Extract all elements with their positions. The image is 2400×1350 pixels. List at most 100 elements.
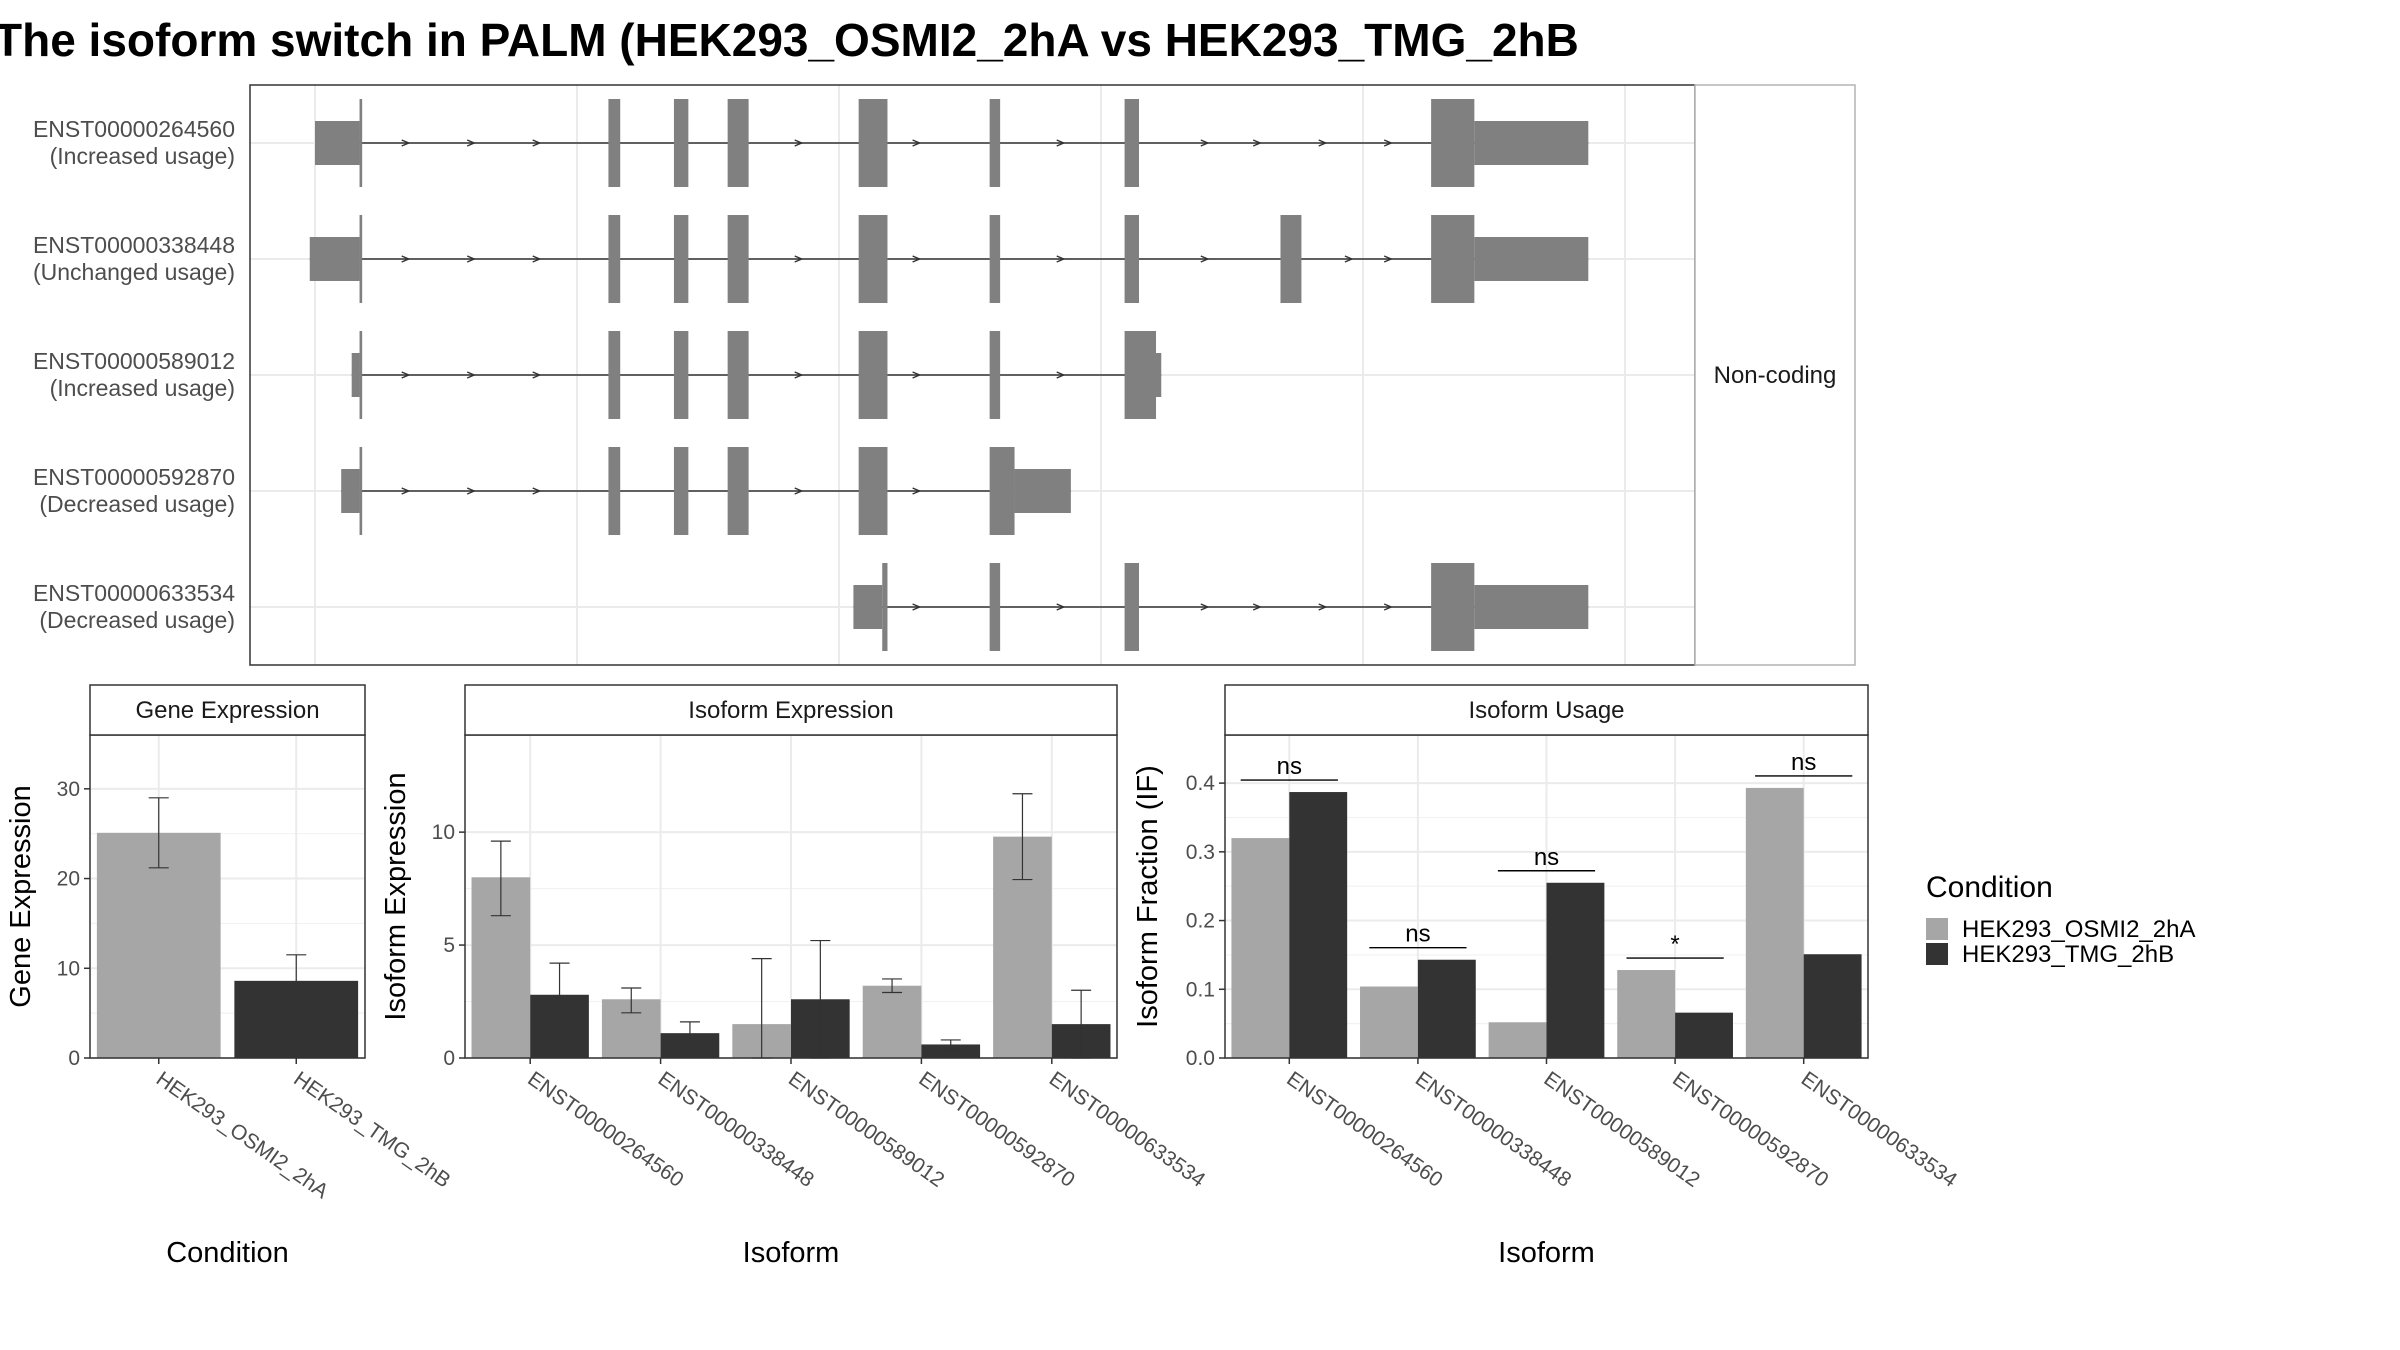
exon-coding [673,447,689,535]
legend-label-condition-a: HEK293_OSMI2_2hA [1962,916,2195,943]
exon-coding [608,447,621,535]
exon-utr [1474,585,1589,629]
exon-coding [608,331,621,419]
intron-arrow [912,603,922,611]
y-tick-label: 5 [443,934,455,957]
intron-arrow [794,255,804,263]
isoform-usage-chart: nsENST00000264560nsENST00000338448nsENST… [1132,684,1961,1269]
isoform-expression-chart: ENST00000264560ENST00000338448ENST000005… [380,684,1210,1269]
exon-coding [989,447,1015,535]
exon-coding [727,331,749,419]
significance-label: * [1670,931,1679,958]
intron-arrow [466,487,476,495]
exon-coding [608,215,621,303]
intron-arrow [1318,139,1328,147]
exon-coding [673,215,689,303]
y-tick-label: 10 [432,821,455,844]
intron-arrow [1252,139,1262,147]
exon-coding [608,99,621,187]
legend-key-condition-b [1926,943,1948,965]
exon-coding [1124,99,1139,187]
exon-coding [1431,563,1475,651]
exon-coding [989,331,1001,419]
y-tick-label: 0.3 [1186,841,1215,864]
figure-title: The isoform switch in PALM (HEK293_OSMI2… [0,14,1579,66]
transcript-id-label: ENST00000633534 [33,580,235,606]
gene-expression-chart: HEK293_OSMI2_2hAHEK293_TMG_2hB0102030Gen… [5,684,455,1269]
transcript-rows: ENST00000264560(Increased usage)ENST0000… [33,99,1589,651]
y-axis-title: Gene Expression [5,785,37,1007]
intron-arrow [794,487,804,495]
exon-utr [853,585,883,629]
intron-arrow [912,371,922,379]
legend-title: Condition [1926,871,2053,904]
y-tick-label: 0.0 [1186,1047,1215,1070]
significance-label: ns [1534,844,1559,871]
exon-coding [858,99,888,187]
exon-coding [989,563,1001,651]
transcript-id-label: ENST00000338448 [33,232,235,258]
bar [862,985,922,1058]
exon-coding [1124,215,1139,303]
exon-utr [341,469,360,513]
bar [1803,954,1862,1058]
intron-arrow [794,139,804,147]
exon-coding [673,99,689,187]
legend-key-condition-a [1926,918,1948,940]
intron-arrow [532,371,542,379]
transcript-id-label: ENST00000264560 [33,116,235,142]
chart-strip-title: Isoform Expression [688,697,893,724]
exon-utr [1474,121,1589,165]
intron-arrow [401,487,411,495]
intron-arrow [401,371,411,379]
exon-coding [359,447,363,535]
x-axis-title: Isoform [1498,1237,1595,1269]
y-axis-title: Isoform Fraction (IF) [1132,765,1164,1028]
intron-arrow [1200,139,1210,147]
exon-coding [1124,331,1157,419]
exon-utr [351,353,360,397]
bar [96,832,221,1058]
intron-arrow [912,487,922,495]
noncoding-strip-label: Non-coding [1714,362,1837,389]
significance-label: ns [1791,749,1816,776]
transcript-row: ENST00000633534(Decreased usage) [33,563,1589,651]
intron-arrow [401,255,411,263]
intron-arrow [1383,139,1393,147]
intron-arrow [1252,603,1262,611]
exon-coding [1280,215,1302,303]
transcript-usage-label: (Increased usage) [50,375,235,401]
transcript-usage-label: (Unchanged usage) [33,259,235,285]
significance-label: ns [1405,921,1430,948]
chart-strip [464,684,1118,736]
legend-label-condition-b: HEK293_TMG_2hB [1962,941,2174,968]
chart-strip-title: Isoform Usage [1468,697,1624,724]
bar [921,1044,981,1058]
x-axis-title: Isoform [743,1237,840,1269]
bar [1546,882,1605,1058]
exon-coding [727,215,749,303]
exon-utr [309,237,360,281]
y-tick-label: 0 [443,1047,455,1070]
exon-coding [1124,563,1139,651]
transcript-row: ENST00000589012(Increased usage) [33,331,1162,419]
transcript-row: ENST00000338448(Unchanged usage) [33,215,1589,303]
chart-strip [1224,684,1869,736]
exon-utr [315,121,360,165]
intron-arrow [532,487,542,495]
transcript-row: ENST00000592870(Decreased usage) [33,447,1071,535]
exon-utr [1156,353,1162,397]
chart-strip-title: Gene Expression [135,697,319,724]
noncoding-strip [1694,84,1856,666]
y-tick-label: 0.1 [1186,978,1215,1001]
intron-arrow [532,139,542,147]
exon-utr [1474,237,1589,281]
intron-arrow [912,139,922,147]
intron-arrow [1383,603,1393,611]
condition-legend: Condition HEK293_OSMI2_2hA HEK293_TMG_2h… [1926,871,2195,968]
y-tick-label: 10 [57,957,80,980]
bar [1617,970,1676,1058]
y-tick-label: 20 [57,868,80,891]
y-axis-title: Isoform Expression [380,772,412,1020]
y-tick-label: 0 [68,1047,80,1070]
